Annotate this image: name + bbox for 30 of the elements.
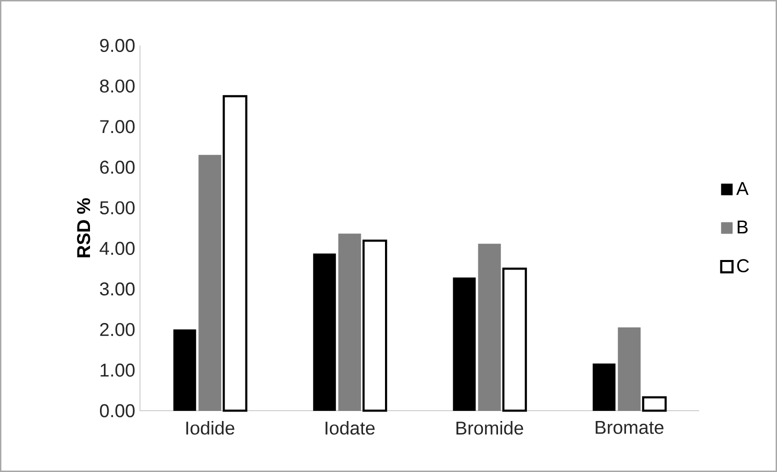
- bar: [198, 154, 222, 411]
- y-tick-label: 0.00: [100, 404, 135, 418]
- y-tick-label: 9.00: [100, 38, 135, 52]
- legend-label: C: [737, 259, 749, 272]
- x-tick-label: Iodate: [326, 421, 375, 435]
- y-tick-label: 6.00: [100, 160, 135, 174]
- y-tick-label: 1.00: [100, 364, 135, 377]
- y-axis-title: RSD %: [77, 198, 90, 258]
- bar: [173, 329, 196, 411]
- bar: [338, 234, 362, 411]
- bar: [592, 364, 616, 411]
- y-tick-label: 8.00: [100, 79, 135, 93]
- bar: [618, 327, 641, 411]
- y-tick-label: 3.00: [100, 282, 135, 296]
- y-tick-label: 4.00: [100, 242, 135, 255]
- bar: [313, 254, 336, 411]
- x-tick-label: Iodide: [186, 421, 234, 435]
- bar: [502, 268, 527, 412]
- bar: [452, 277, 476, 411]
- bar: [222, 95, 248, 412]
- x-tick-label: Bromate: [596, 421, 664, 434]
- bar: [642, 396, 667, 412]
- legend-label: B: [738, 220, 748, 234]
- bar: [478, 244, 501, 411]
- bar: [362, 240, 388, 412]
- x-tick-label: Bromide: [456, 421, 524, 435]
- y-tick-label: 5.00: [100, 201, 135, 214]
- y-tick-label: 2.00: [100, 322, 135, 336]
- legend-label: A: [736, 182, 749, 195]
- y-tick-label: 7.00: [100, 120, 135, 134]
